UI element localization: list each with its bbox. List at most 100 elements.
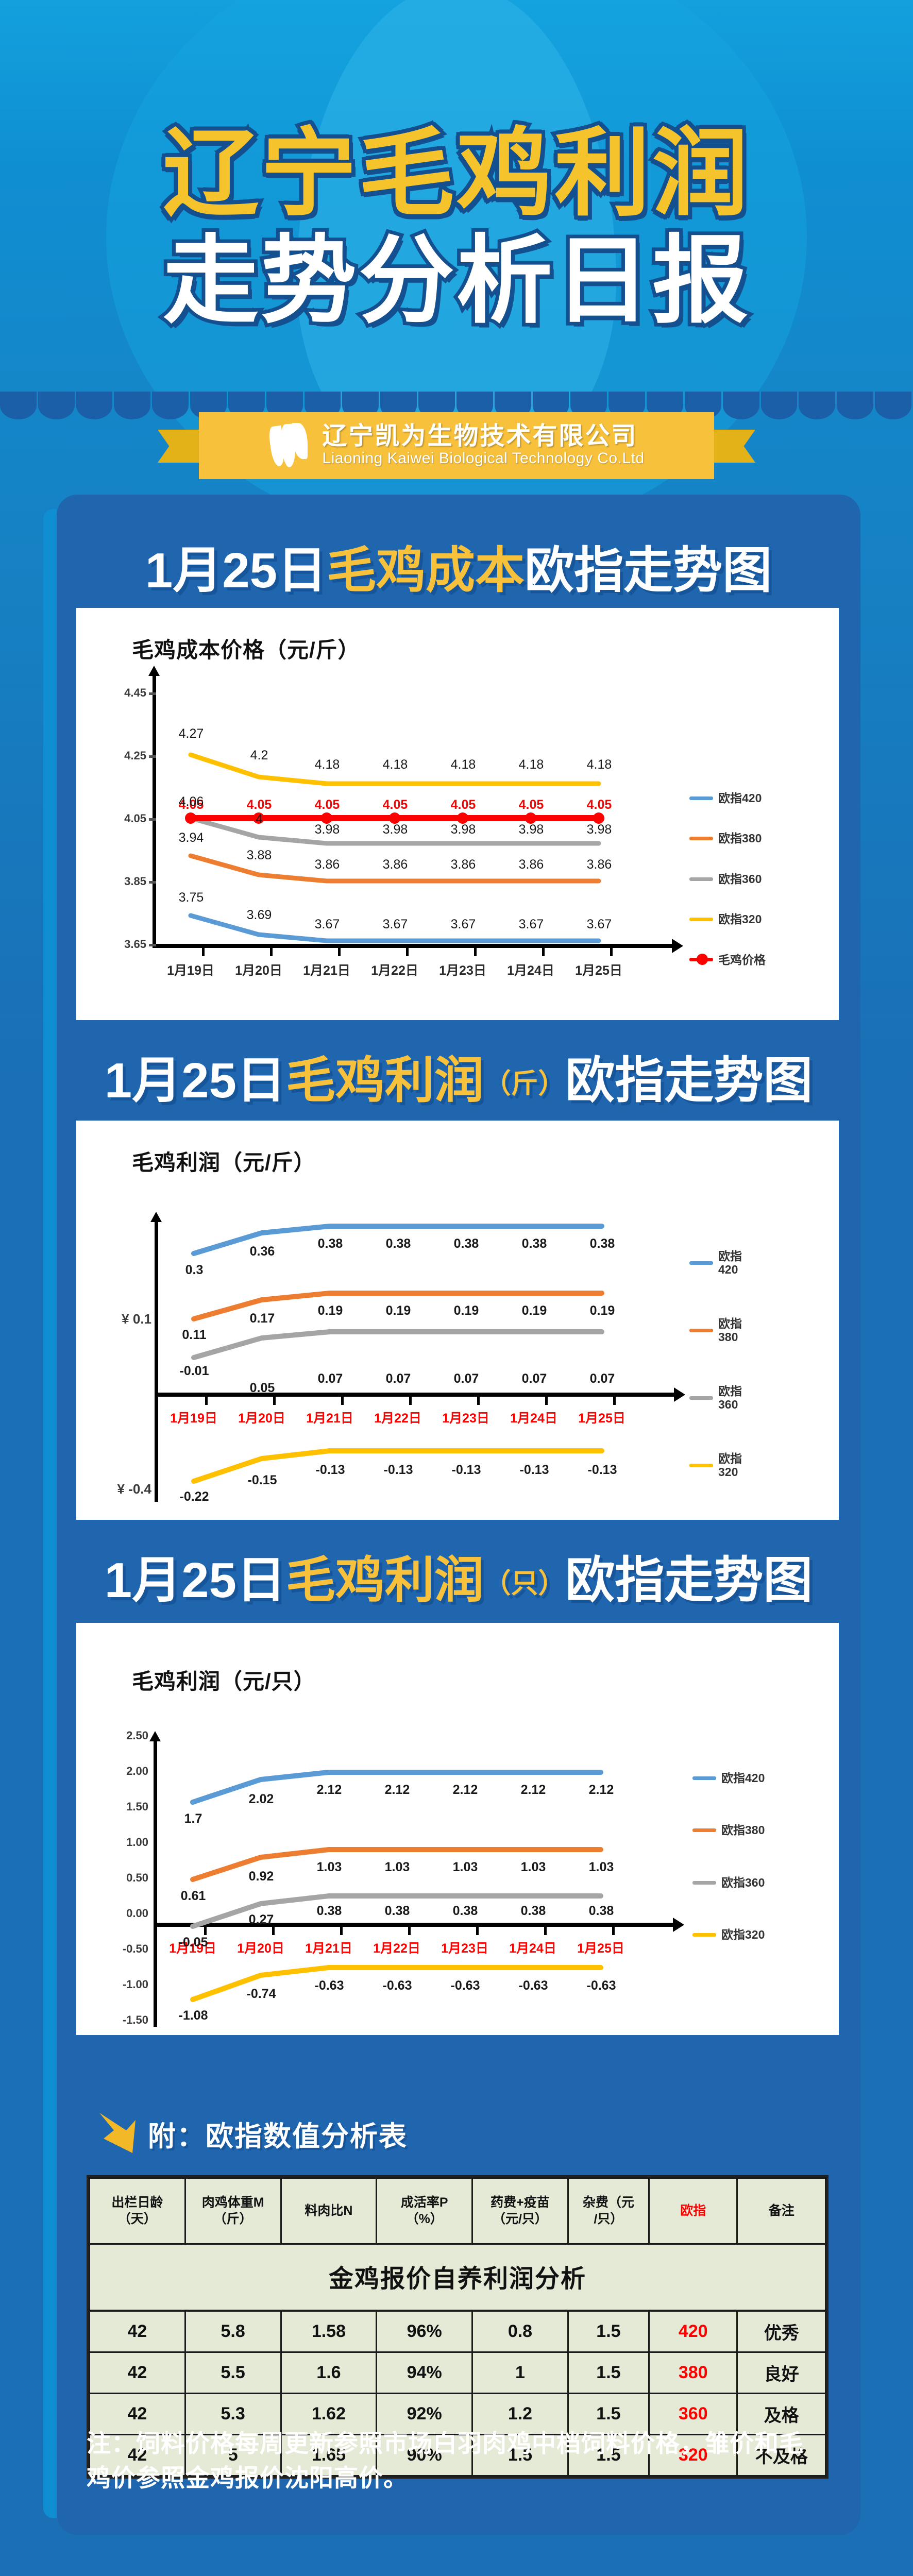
legend-item-price[interactable]: 毛鸡价格 [689,953,766,967]
chart-3-x-axis [154,1918,684,1932]
chart-3-ylabel-4: 0.50 [126,1871,148,1884]
chart-3-xlabel-1: 1月20日 [237,1941,284,1956]
chart-2-label-320-4: -0.13 [451,1463,481,1477]
table-cell-remark: 不及格 [736,2434,826,2477]
legend-swatch-380-icon [692,1828,716,1833]
chart-2-label-320-0: -0.22 [179,1489,209,1504]
arrow-down-icon [99,2113,136,2153]
legend-item-420[interactable]: 欧指420 [689,1249,759,1277]
chart-card-1: 毛鸡成本价格（元/斤） 4.45 4.25 4.05 3.85 3.65 1月1… [76,608,839,1020]
legend-swatch-360-icon [689,1396,713,1400]
table-cell: 1 [471,2351,569,2394]
chart-2-label-360-2: 0.07 [317,1371,343,1386]
chart-2-xtick [409,1397,412,1405]
chart-3-label-320-0: -1.08 [178,2008,208,2023]
table-cell-oushu: 420 [648,2310,738,2353]
legend-swatch-price-icon [689,954,713,965]
table-row: 42 5.8 1.58 96% 0.8 1.5 420 优秀 [89,2310,826,2353]
chart-2-label-420-4: 0.38 [453,1236,479,1251]
chart-3-label-420-2: 2.12 [316,1783,342,1797]
legend-item-420[interactable]: 欧指420 [692,1771,765,1785]
chart-3-ylabel-5: 0.00 [126,1907,148,1920]
table-cell: 1.62 [280,2393,378,2435]
chart-2-label-420-3: 0.38 [385,1236,411,1251]
legend-item-320[interactable]: 欧指320 [689,912,766,926]
legend-item-380[interactable]: 欧指380 [692,1823,765,1837]
analysis-table: 金鸡报价自养利润分析 出栏日龄 （天） 肉鸡体重M （斤） 料肉比N 成活率P （%）… [89,2177,826,2477]
chart-3-plot [190,1770,603,2002]
legend-swatch-320-icon [689,1463,713,1467]
chart-2-label-360-0: -0.01 [179,1364,209,1378]
chart-2-label-420-1: 0.36 [249,1244,275,1259]
chart-2-xtick [205,1397,208,1405]
chart-2-xlabel-1: 1月20日 [238,1411,285,1426]
chart-1-ytick [149,944,156,946]
chart-card-3: 毛鸡利润（元/只） 2.50 2.00 1.50 1.00 0.50 0.00 … [76,1623,839,2035]
chart-1-xtick [542,948,545,956]
chart-3-label-320-3: -0.63 [382,1978,412,1993]
chart-2-label-360-3: 0.07 [385,1371,411,1386]
chart-3-title: 毛鸡利润（元/只） [132,1669,316,1693]
chart-1-xlabel-0: 1月19日 [167,963,214,978]
chart-1-label-380-2: 3.86 [314,857,340,872]
legend-item-320[interactable]: 欧指320 [689,1452,759,1479]
chart-2-xtick [273,1397,276,1405]
table-header-cell: 出栏日龄 （天） [89,2177,186,2245]
chart-2-label-320-3: -0.13 [383,1463,413,1477]
table-cell: 42 [89,2393,186,2435]
legend-swatch-320-icon [689,918,713,922]
section-heading-3: 1月25日毛鸡利润（只）欧指走势图 [57,1556,860,1605]
chart-1-label-320-4: 4.18 [450,757,476,772]
legend-item-360[interactable]: 欧指360 [689,872,766,886]
legend-item-380[interactable]: 欧指380 [689,832,766,845]
legend-label-price: 毛鸡价格 [718,953,766,967]
table-cell: 1.5 [567,2351,650,2394]
table-header-cell: 料肉比N [280,2177,378,2245]
chart-3-y-axis [149,1731,161,2027]
analysis-table-wrap: 金鸡报价自养利润分析 出栏日龄 （天） 肉鸡体重M （斤） 料肉比N 成活率P （%）… [87,2175,829,2479]
chart-1-label-320-6: 4.18 [586,757,612,772]
table-cell: 5.5 [184,2351,282,2394]
table-cell: 1.6 [280,2351,378,2394]
chart-1-label-price-4: 4.05 [450,798,476,812]
chart-2-xlabel-5: 1月24日 [510,1411,557,1426]
legend-item-380[interactable]: 欧指380 [689,1317,759,1344]
table-cell-remark: 优秀 [736,2310,826,2353]
legend-label-320: 欧指320 [721,1928,765,1942]
company-ribbon: 辽宁凯为生物技术有限公司 Liaoning Kaiwei Biological … [0,412,913,479]
chart-3-label-420-0: 1.7 [184,1811,202,1826]
legend-item-320[interactable]: 欧指320 [692,1928,765,1941]
chart-2-ylabel-1: ¥ -0.4 [117,1481,152,1497]
legend-label-420: 欧指420 [718,791,762,805]
chart-2-label-380-6: 0.19 [589,1303,615,1318]
chart-3-ylabel-0: 2.50 [126,1729,148,1742]
chart-2-xlabel-2: 1月21日 [306,1411,353,1426]
chart-1-label-420-4: 3.67 [450,917,476,931]
legend-item-420[interactable]: 欧指420 [689,791,766,805]
chart-3-label-320-6: -0.63 [586,1978,616,1993]
legend-label-320: 欧指320 [718,1451,742,1479]
chart-1-xtick [610,948,613,956]
legend-label-380: 欧指380 [718,832,762,845]
legend-swatch-320-icon [692,1933,716,1937]
legend-item-360[interactable]: 欧指360 [692,1876,765,1889]
table-header-row: 出栏日龄 （天） 肉鸡体重M （斤） 料肉比N 成活率P （%） 药费+疫苗 （元/只）… [89,2177,826,2245]
chart-2-label-420-6: 0.38 [589,1236,615,1251]
legend-label-360: 欧指360 [718,1384,742,1412]
chart-2-x-axis [155,1387,685,1402]
legend-item-360[interactable]: 欧指360 [689,1384,759,1412]
chart-1-xtick [338,948,341,956]
chart-2-label-360-5: 0.07 [521,1371,547,1386]
chart-3-xlabel-6: 1月25日 [577,1941,624,1956]
table-cell: 0.8 [471,2310,569,2353]
chart-2-label-380-3: 0.19 [385,1303,411,1318]
chart-1-ytick [149,881,156,884]
table-cell: 92% [376,2393,474,2435]
table-cell: 1.5 [567,2310,650,2353]
chart-2-label-380-4: 0.19 [453,1303,479,1318]
chart-1-label-420-6: 3.67 [586,917,612,931]
chart-1-label-320-3: 4.18 [382,757,408,772]
table-cell: 42 [89,2310,186,2353]
legend-label-360: 欧指360 [721,1875,765,1889]
section-3-suffix: 欧指走势图 [565,1553,813,1608]
